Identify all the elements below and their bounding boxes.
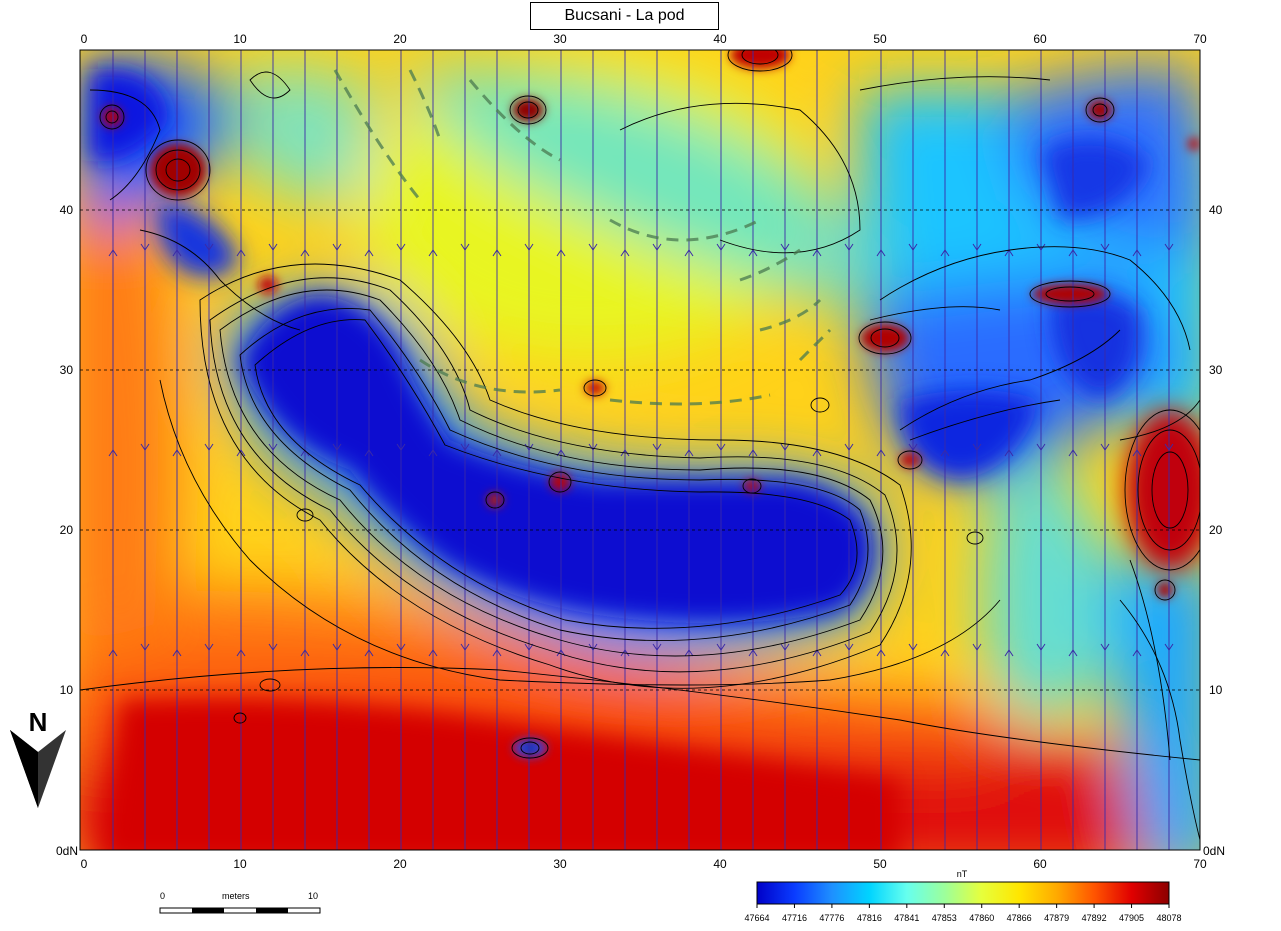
y-tick-right: 30 xyxy=(1209,363,1223,377)
x-tick-bottom: 10 xyxy=(233,857,247,871)
x-tick-top: 70 xyxy=(1193,32,1207,46)
x-axis-bottom-labels: 0 10 20 30 40 50 60 70 xyxy=(81,857,1207,871)
x-tick-bottom: 50 xyxy=(873,857,887,871)
origin-label-right: 0dN xyxy=(1203,844,1225,858)
colorbar-tick-label: 47892 xyxy=(1082,913,1107,923)
x-tick-bottom: 70 xyxy=(1193,857,1207,871)
y-tick-left: 30 xyxy=(60,363,74,377)
reference-grid xyxy=(80,209,1200,691)
y-axis-left-labels: 10 20 30 40 xyxy=(60,203,74,697)
colorbar-labels: 47664 47716 47776 47816 47841 47853 47860 47866… xyxy=(744,904,1182,923)
x-tick-top: 40 xyxy=(713,32,727,46)
y-tick-left: 40 xyxy=(60,203,74,217)
colorbar-tick-label: 47776 xyxy=(819,913,844,923)
x-tick-top: 50 xyxy=(873,32,887,46)
x-tick-bottom: 40 xyxy=(713,857,727,871)
scale-start-label: 0 xyxy=(160,891,165,901)
colorbar-tick-label: 47905 xyxy=(1119,913,1144,923)
y-tick-right: 40 xyxy=(1209,203,1223,217)
x-tick-top: 10 xyxy=(233,32,247,46)
y-tick-left: 20 xyxy=(60,523,74,537)
colorbar-tick-label: 47879 xyxy=(1044,913,1069,923)
scale-unit-label: meters xyxy=(222,891,250,901)
colorbar-tick-label: 47860 xyxy=(969,913,994,923)
colorbar-tick-label: 47716 xyxy=(782,913,807,923)
north-arrow-icon: N xyxy=(10,707,66,808)
x-axis-top-labels: 0 10 20 30 40 50 60 70 xyxy=(81,32,1207,46)
x-tick-bottom: 20 xyxy=(393,857,407,871)
survey-traverse-lines xyxy=(108,50,1174,850)
y-axis-right-labels: 10 20 30 40 xyxy=(1209,203,1223,697)
colorbar-tick-label: 47866 xyxy=(1007,913,1032,923)
scale-end-label: 10 xyxy=(308,891,318,901)
colorbar-gradient xyxy=(756,881,1170,905)
x-tick-top: 30 xyxy=(553,32,567,46)
plot-frame xyxy=(79,49,1201,851)
y-tick-right: 10 xyxy=(1209,683,1223,697)
colorbar-unit: nT xyxy=(957,869,968,879)
colorbar-tick-label: 48078 xyxy=(1156,913,1181,923)
y-tick-right: 20 xyxy=(1209,523,1223,537)
x-tick-bottom: 30 xyxy=(553,857,567,871)
north-label: N xyxy=(29,707,48,737)
x-tick-bottom: 0 xyxy=(81,857,88,871)
y-tick-left: 10 xyxy=(60,683,74,697)
colorbar-tick-label: 47841 xyxy=(894,913,919,923)
x-tick-top: 0 xyxy=(81,32,88,46)
origin-label-left: 0dN xyxy=(56,844,78,858)
colorbar-tick-label: 47853 xyxy=(932,913,957,923)
contour-lines xyxy=(80,50,1200,841)
colorbar-legend: nT 47664 47716 47776 47816 47841 47853 47860 47… xyxy=(744,869,1181,923)
x-tick-top: 20 xyxy=(393,32,407,46)
trend-lines xyxy=(333,69,832,406)
x-tick-top: 60 xyxy=(1033,32,1047,46)
scale-bar: 0 meters 10 xyxy=(159,891,321,914)
x-tick-bottom: 60 xyxy=(1033,857,1047,871)
map-title: Bucsani - La pod xyxy=(530,2,719,30)
colorbar-tick-label: 47816 xyxy=(857,913,882,923)
colorbar-tick-label: 47664 xyxy=(744,913,769,923)
magnetic-field-heatmap xyxy=(80,50,1200,850)
